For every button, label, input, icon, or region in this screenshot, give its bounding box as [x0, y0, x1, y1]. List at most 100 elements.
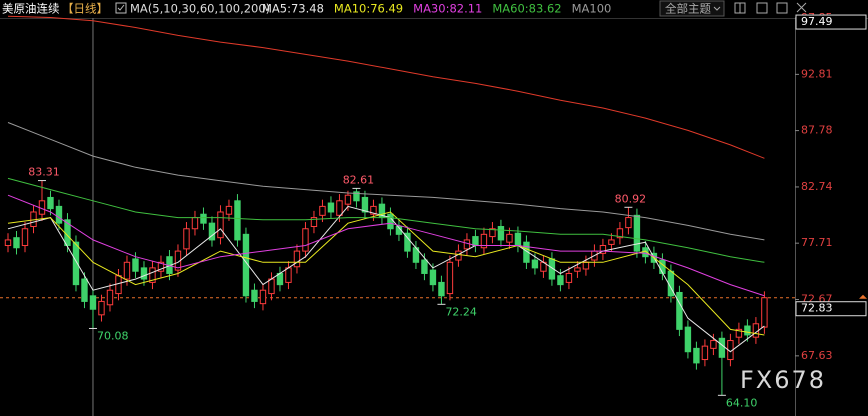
candle-body [735, 328, 743, 338]
candle-body [531, 259, 539, 269]
candle-body [676, 291, 683, 330]
y-tick-label: 67.63 [801, 349, 833, 362]
candle-body [47, 196, 54, 210]
candle-body [285, 267, 292, 283]
candle-body [21, 228, 29, 247]
ma-line [7, 211, 765, 336]
ma-line [7, 177, 765, 263]
theme-select[interactable] [659, 0, 725, 17]
candle-body [710, 340, 717, 349]
candle-body [625, 217, 632, 229]
theme-select-label: 全部主题 [665, 2, 711, 16]
y-tick-label: 92.81 [801, 67, 833, 80]
dropdown-arrow [713, 6, 721, 11]
candle-body [225, 205, 233, 215]
candle-body [463, 239, 471, 250]
ma-line [7, 15, 765, 159]
candle-body [132, 258, 139, 272]
candle-body [387, 213, 394, 230]
candle-body [446, 261, 454, 295]
ma-line [7, 122, 765, 241]
candle-body [344, 194, 352, 205]
plot-area [0, 15, 795, 416]
candle-body [701, 345, 709, 361]
low-label: 72.24 [445, 305, 477, 318]
high-label: 80.92 [615, 192, 647, 205]
watermark: FX678 [740, 366, 826, 394]
candle-body [4, 239, 12, 247]
indicator-checkbox[interactable] [115, 2, 127, 14]
candle-body [208, 222, 216, 241]
candle-body [523, 241, 530, 263]
candle-body [234, 200, 241, 241]
candle-body [599, 245, 607, 254]
legend-entry: MA100 [572, 2, 612, 16]
candle-body [514, 232, 522, 247]
candle-body [557, 275, 564, 286]
candle-body [582, 261, 590, 270]
candle-body [55, 205, 63, 224]
restore-button[interactable] [756, 2, 768, 14]
candle-body [684, 326, 692, 353]
candle-body [251, 289, 258, 302]
axis-marker-box [795, 14, 867, 30]
candle-body [480, 233, 488, 249]
legend-entry: MA5:73.48 [262, 2, 324, 16]
candle-body [89, 295, 97, 310]
candle-body [761, 297, 768, 328]
low-label: 70.08 [97, 329, 129, 342]
candle-body [489, 228, 496, 238]
candle-body [217, 211, 224, 239]
candle-body [106, 289, 114, 306]
candle-body [506, 233, 513, 243]
candle-body [81, 278, 88, 302]
axis-marker-label: 97.49 [801, 15, 833, 28]
candle-body [327, 202, 335, 213]
candle-body [361, 196, 369, 213]
candle-body [693, 347, 700, 364]
legend-entry: MA10:76.49 [334, 2, 403, 16]
candle-body [616, 228, 624, 239]
candle-body [319, 205, 326, 216]
candle-body [200, 213, 207, 224]
candle-body [429, 269, 437, 286]
candle-body [191, 217, 199, 230]
last-price-box [795, 301, 867, 317]
candle-body [744, 325, 751, 336]
last-price-label: 72.83 [801, 302, 833, 315]
candle-body [13, 237, 20, 249]
ma-line [7, 194, 765, 297]
chart-title: 美原油连续 [2, 2, 60, 16]
candle-body [633, 214, 641, 252]
candle-body [72, 241, 80, 286]
period[interactable]: 【日线】 [62, 2, 108, 16]
candle-body [259, 289, 267, 305]
candle-body [140, 267, 148, 280]
candle-body [98, 300, 105, 316]
candle-body [659, 259, 666, 274]
candle-body [157, 261, 165, 272]
close-button[interactable] [796, 2, 807, 13]
candle-body [336, 200, 343, 216]
maximize-button[interactable] [776, 2, 788, 14]
high-label: 83.31 [28, 166, 60, 179]
y-tick-label: 87.78 [801, 124, 833, 137]
legend-entry: MA30:82.11 [413, 2, 482, 16]
check-icon [117, 4, 125, 11]
candle-body [404, 232, 411, 252]
candle-body [302, 228, 309, 252]
candle-body [497, 226, 505, 241]
candle-body [268, 278, 275, 295]
candle-body [183, 228, 190, 250]
candle-body [438, 281, 445, 297]
candle-body [472, 236, 479, 247]
high-label: 82.61 [343, 173, 375, 186]
candle-body [353, 191, 360, 202]
candle-body [149, 267, 156, 283]
candle-body [310, 217, 318, 228]
candle-body [293, 250, 301, 268]
legend-entry: MA60:83.62 [492, 2, 561, 16]
